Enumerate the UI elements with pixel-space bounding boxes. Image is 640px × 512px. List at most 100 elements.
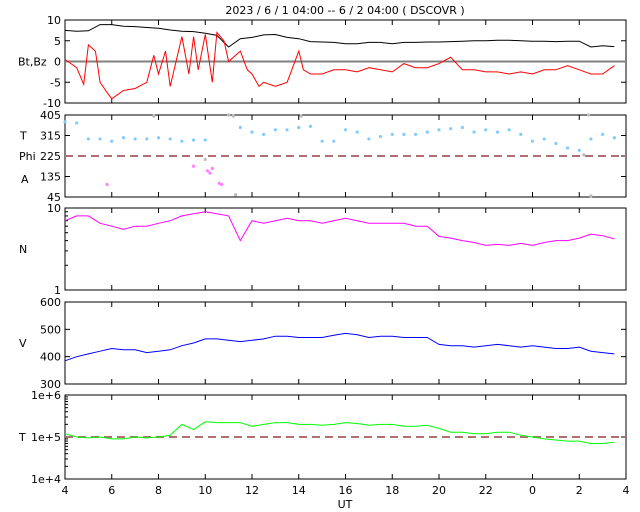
data-point-phi-toward- — [343, 128, 348, 132]
data-point-phi-toward- — [554, 141, 558, 146]
y-tick-label: 500 — [40, 323, 61, 336]
data-point-phi-toward- — [262, 132, 266, 136]
data-point-phi-toward- — [133, 137, 137, 141]
data-point-phi-toward- — [577, 148, 581, 152]
data-point-phi-toward- — [565, 146, 570, 150]
data-point-phi-toward- — [86, 137, 90, 141]
data-point-phi-toward- — [484, 128, 488, 132]
data-point-phi-away- — [220, 182, 224, 187]
data-point-phi-uncertain- — [299, 114, 303, 118]
data-point-phi-toward- — [425, 130, 429, 134]
series-line-n — [64, 211, 615, 246]
data-point-phi-uncertain- — [152, 114, 156, 118]
data-point-phi-toward- — [203, 138, 207, 142]
data-point-phi-uncertain- — [227, 113, 231, 117]
data-point-phi-uncertain- — [582, 153, 586, 157]
data-point-phi-toward- — [308, 124, 313, 128]
y-axis-label: N — [19, 243, 27, 256]
data-point-phi-toward- — [180, 139, 184, 143]
data-point-phi-toward- — [121, 136, 126, 140]
data-point-phi-toward- — [320, 139, 324, 143]
y-axis-label-bottom: A — [21, 173, 29, 186]
y-tick-label: 225 — [40, 150, 61, 163]
data-point-phi-toward- — [378, 135, 383, 139]
data-point-phi-toward- — [390, 132, 394, 136]
y-tick-label: 10 — [47, 14, 61, 27]
x-tick-label: 4 — [623, 484, 630, 497]
data-point-phi-away- — [208, 171, 212, 175]
data-point-phi-toward- — [98, 137, 102, 141]
data-point-phi-toward- — [589, 137, 593, 141]
data-point-phi-toward- — [238, 125, 242, 130]
y-tick-label: 45 — [47, 191, 61, 204]
x-tick-label: 16 — [339, 484, 353, 497]
data-point-phi-toward- — [601, 132, 605, 136]
data-point-phi-toward- — [285, 128, 289, 132]
data-point-phi-uncertain- — [587, 113, 591, 117]
x-tick-label: 8 — [155, 484, 162, 497]
data-point-phi-toward- — [542, 137, 546, 141]
series-line-v — [64, 332, 615, 362]
data-point-phi-toward- — [507, 128, 511, 132]
y-tick-label: 10 — [47, 202, 61, 215]
x-tick-label: 18 — [385, 484, 399, 497]
data-point-phi-toward- — [414, 132, 418, 136]
data-point-phi-toward- — [449, 127, 453, 131]
data-point-phi-toward- — [495, 130, 500, 134]
data-point-phi-toward- — [367, 137, 371, 141]
data-point-phi-away- — [191, 164, 196, 168]
chart-title: 2023 / 6 / 1 04:00 -- 6 / 2 04:00 ( DSCO… — [225, 4, 465, 17]
data-point-phi-uncertain- — [231, 114, 235, 118]
y-axis-label-top: T — [19, 130, 27, 143]
velocity-frame — [64, 301, 627, 385]
series-line-bz — [64, 31, 615, 100]
y-tick-label: 300 — [40, 378, 61, 391]
data-point-phi-toward- — [402, 132, 406, 136]
y-tick-label: 1e+6 — [31, 389, 61, 402]
y-tick-label: 1e+5 — [31, 431, 61, 444]
data-point-phi-away- — [105, 182, 109, 187]
data-point-phi-toward- — [355, 130, 359, 134]
data-point-phi-toward- — [63, 120, 67, 124]
data-point-phi-toward- — [519, 132, 523, 136]
x-tick-label: 22 — [479, 484, 493, 497]
data-point-phi-toward- — [75, 121, 79, 125]
y-tick-label: 600 — [40, 296, 61, 309]
y-tick-label: 1e+4 — [31, 473, 61, 486]
y-tick-label: -5 — [50, 76, 61, 89]
data-point-phi-away- — [205, 169, 210, 173]
x-tick-label: 0 — [529, 484, 536, 497]
data-point-phi-toward- — [273, 128, 277, 132]
y-tick-label: 0 — [54, 56, 61, 69]
y-tick-label: 5 — [54, 35, 61, 48]
data-point-phi-toward- — [530, 139, 535, 143]
data-point-phi-toward- — [191, 138, 196, 142]
data-point-phi-toward- — [612, 136, 616, 140]
data-point-phi-away- — [210, 166, 214, 171]
y-tick-label: 1 — [54, 284, 61, 297]
data-point-phi-toward- — [437, 128, 441, 132]
data-point-phi-toward- — [332, 139, 336, 143]
y-tick-label: 135 — [40, 171, 61, 184]
x-tick-label: 2 — [576, 484, 583, 497]
x-tick-label: 6 — [108, 484, 115, 497]
data-point-phi-uncertain- — [203, 157, 207, 162]
x-tick-label: 10 — [198, 484, 212, 497]
data-point-phi-toward- — [168, 137, 172, 141]
y-tick-label: 315 — [40, 130, 61, 143]
data-point-phi-toward- — [110, 139, 114, 143]
data-point-phi-uncertain- — [234, 193, 238, 197]
x-tick-label: 4 — [62, 484, 69, 497]
data-point-phi-toward- — [297, 125, 301, 130]
y-axis-label: T — [18, 431, 26, 444]
series-line-t — [64, 421, 615, 444]
density-frame — [64, 207, 627, 291]
x-tick-label: 12 — [245, 484, 259, 497]
data-point-phi-uncertain- — [589, 194, 593, 198]
y-tick-label: -10 — [43, 97, 61, 110]
y-tick-label: 405 — [40, 109, 61, 122]
data-point-phi-toward- — [460, 125, 464, 130]
y-tick-label: 400 — [40, 351, 61, 364]
y-axis-label: V — [19, 337, 27, 350]
